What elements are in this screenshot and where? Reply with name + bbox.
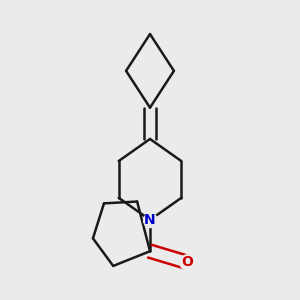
Text: O: O	[181, 255, 193, 269]
Text: N: N	[144, 213, 156, 227]
